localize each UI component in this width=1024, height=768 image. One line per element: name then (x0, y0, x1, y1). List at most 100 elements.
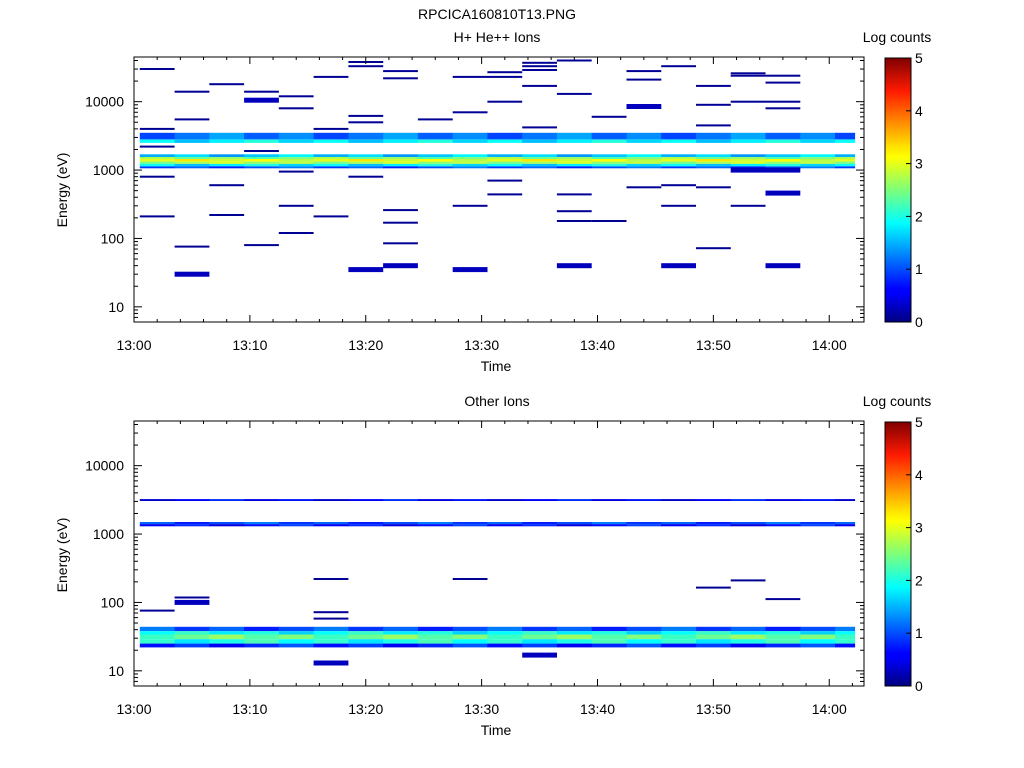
heatmap-band-cell (835, 166, 856, 169)
heatmap-band-cell (661, 499, 697, 501)
heatmap-band-cell (417, 499, 454, 501)
heatmap-band-cell (835, 159, 856, 162)
heatmap-band-cell (661, 161, 697, 164)
heatmap-segment (765, 107, 801, 110)
heatmap-segment (417, 118, 453, 121)
heatmap-band-cell (417, 639, 454, 644)
heatmap-band-cell (696, 634, 732, 640)
heatmap-band-cell (452, 163, 489, 167)
panel2-colorbar-label: Log counts (863, 393, 932, 409)
heatmap-band-cell (348, 163, 384, 167)
heatmap-band-cell (313, 166, 349, 169)
heatmap-segment (313, 127, 349, 130)
heatmap-segment (313, 75, 349, 78)
heatmap-band-cell (696, 139, 732, 143)
heatmap-band-cell (800, 626, 836, 632)
heatmap-band-cell (383, 626, 419, 632)
heatmap-segment (452, 578, 488, 580)
heatmap-segment (661, 204, 696, 207)
heatmap-segment (730, 167, 766, 173)
heatmap-band-cell (556, 154, 593, 157)
heatmap-band-cell (696, 159, 732, 162)
heatmap-segment (765, 263, 801, 269)
heatmap-band-cell (765, 643, 801, 648)
colorbar-tick-label: 4 (915, 467, 923, 483)
heatmap-band-cell (313, 634, 349, 640)
heatmap-band-cell (661, 631, 697, 635)
heatmap-band-cell (209, 166, 245, 169)
heatmap-band-cell (174, 157, 210, 159)
heatmap-band-cell (383, 631, 419, 635)
heatmap-segment (556, 193, 592, 196)
heatmap-band-cell (661, 132, 697, 140)
heatmap-band-cell (556, 132, 593, 140)
heatmap-segment (244, 244, 279, 247)
heatmap-band-cell (174, 166, 210, 169)
heatmap-band-cell (800, 639, 836, 644)
heatmap-band-cell (800, 132, 836, 140)
heatmap-band-cell (452, 522, 489, 524)
heatmap-band-cell (452, 499, 489, 501)
heatmap-segment (626, 186, 662, 189)
panel1-colorbar (884, 57, 912, 323)
panel1-heatmap (139, 59, 856, 277)
heatmap-band-cell (556, 166, 593, 169)
heatmap-band-cell (487, 643, 523, 648)
heatmap-segment (661, 263, 696, 269)
heatmap-segment (452, 204, 488, 207)
heatmap-band-cell (139, 132, 176, 140)
heatmap-band-cell (313, 643, 349, 648)
heatmap-band-cell (730, 161, 767, 164)
heatmap-band-cell (661, 159, 697, 162)
heatmap-segment (487, 193, 523, 196)
heatmap-band-cell (696, 163, 732, 167)
heatmap-band-cell (835, 154, 856, 157)
heatmap-band-cell (626, 132, 662, 140)
heatmap-band-cell (348, 157, 384, 159)
heatmap-band-cell (209, 524, 245, 527)
heatmap-band-cell (835, 524, 856, 527)
heatmap-band-cell (522, 643, 558, 648)
x-tick-label: 13:50 (696, 337, 731, 353)
heatmap-band-cell (800, 631, 836, 635)
heatmap-band-cell (591, 499, 628, 501)
heatmap-band-cell (174, 154, 210, 157)
heatmap-band-cell (139, 499, 176, 501)
heatmap-band-cell (800, 166, 836, 169)
heatmap-band-cell (696, 522, 732, 524)
heatmap-segment (383, 70, 418, 73)
panel2-colorbar (884, 421, 912, 687)
y-tick-label: 1000 (93, 162, 124, 178)
heatmap-band-cell (244, 161, 280, 164)
panel2-title: Other Ions (464, 393, 529, 409)
heatmap-band-cell (278, 499, 315, 501)
heatmap-band-cell (696, 626, 732, 632)
heatmap-band-cell (591, 161, 628, 164)
heatmap-band-cell (522, 161, 558, 164)
heatmap-band-cell (800, 163, 836, 167)
heatmap-band-cell (487, 631, 523, 635)
heatmap-band-cell (383, 639, 419, 644)
heatmap-band-cell (591, 639, 628, 644)
heatmap-band-cell (348, 499, 384, 501)
heatmap-band-cell (661, 626, 697, 632)
heatmap-band-cell (626, 159, 662, 162)
heatmap-segment (278, 232, 314, 234)
heatmap-band-cell (661, 522, 697, 524)
heatmap-band-cell (591, 626, 628, 632)
colorbar-tick-label: 3 (915, 520, 923, 536)
panel2-axes: 13:00 13:10 13:20 13:30 13:40 13:50 14:00 10 100… (85, 421, 864, 717)
heatmap-band-cell (522, 522, 558, 524)
heatmap-band-cell (278, 639, 315, 644)
heatmap-band-cell (556, 631, 593, 635)
heatmap-band-cell (278, 161, 315, 164)
heatmap-band-cell (348, 524, 384, 527)
heatmap-segment (765, 190, 801, 196)
heatmap-band-cell (383, 132, 419, 140)
panel2-colorbar-ticks: 0 1 2 3 4 5 (906, 414, 923, 694)
heatmap-band-cell (487, 159, 523, 162)
heatmap-band-cell (278, 522, 315, 524)
heatmap-segment (696, 247, 731, 250)
heatmap-band-cell (487, 626, 523, 632)
heatmap-band-cell (278, 524, 315, 527)
